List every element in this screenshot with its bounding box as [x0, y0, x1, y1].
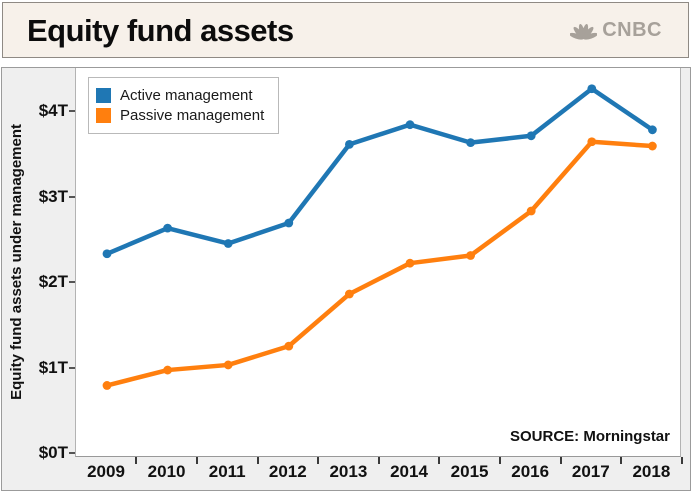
data-point	[345, 289, 354, 299]
y-tick-mark	[69, 110, 75, 112]
source-note: SOURCE: Morningstar	[509, 428, 670, 445]
y-tick-label: $4T	[38, 101, 68, 120]
x-tick-label: 2010	[147, 462, 186, 481]
x-tick-mark	[559, 457, 562, 464]
y-tick-mark	[69, 366, 75, 369]
x-tick-mark	[498, 457, 501, 464]
data-point	[466, 251, 475, 260]
data-point	[526, 131, 536, 141]
legend-swatch-icon	[96, 108, 111, 123]
cnbc-logo-text: CNBC	[602, 19, 662, 41]
data-point	[163, 223, 172, 233]
data-point	[648, 125, 657, 135]
plot-area: Active management Passive management SOUR…	[75, 68, 681, 457]
y-axis-title: Equity fund assets under management	[4, 68, 28, 456]
x-tick-mark	[195, 457, 198, 464]
data-point	[284, 218, 294, 228]
y-tick-label: $0T	[38, 443, 68, 462]
y-tick-mark	[69, 452, 75, 454]
x-tick-mark	[438, 457, 441, 464]
x-tick-mark	[135, 457, 138, 464]
x-tick-label: 2014	[390, 462, 428, 481]
data-point	[526, 206, 536, 216]
data-point	[163, 365, 172, 375]
data-point	[223, 360, 233, 370]
x-tick-label: 2009	[87, 462, 125, 481]
cnbc-logo: CNBC	[570, 19, 662, 42]
x-tick-mark	[680, 457, 683, 464]
data-point	[345, 139, 354, 149]
data-point	[466, 138, 475, 148]
data-point	[405, 258, 415, 268]
legend-item: Passive management	[96, 107, 264, 124]
y-tick-mark	[69, 195, 75, 198]
y-tick-label: $3T	[38, 186, 68, 206]
x-tick-mark	[620, 457, 623, 464]
x-tick-label: 2016	[511, 462, 550, 481]
x-tick-label: 2012	[268, 462, 307, 481]
legend-item: Active management	[96, 87, 264, 104]
x-tick-label: 2017	[571, 462, 610, 481]
data-point	[102, 249, 112, 259]
legend-label: Active management	[120, 87, 253, 104]
data-point	[405, 120, 415, 130]
page-title: Equity fund assets	[27, 13, 294, 48]
data-point	[587, 137, 597, 147]
line-series-canvas	[102, 84, 657, 390]
data-point	[587, 84, 597, 94]
x-tick-mark	[377, 457, 380, 464]
data-point	[223, 239, 233, 248]
legend: Active management Passive management	[88, 77, 280, 134]
x-tick-label: 2018	[632, 462, 671, 481]
legend-swatch-icon	[96, 88, 111, 103]
data-point	[102, 381, 112, 390]
x-tick-label: 2011	[208, 462, 246, 481]
series-line	[104, 139, 655, 388]
peacock-icon	[570, 23, 598, 40]
y-tick-mark	[69, 281, 75, 283]
chart-figure: Equity fund assets under management $0T $…	[1, 67, 691, 491]
data-point	[648, 141, 657, 151]
x-tick-label: 2015	[450, 462, 489, 481]
x-tick-label: 2013	[329, 462, 368, 481]
chart-header: Equity fund assets CNBC	[2, 2, 689, 58]
y-tick-label: $1T	[38, 357, 68, 377]
series-line	[104, 86, 655, 257]
x-tick-mark	[256, 457, 259, 464]
x-tick-mark	[317, 457, 320, 464]
y-tick-label: $2T	[38, 272, 68, 291]
legend-label: Passive management	[120, 107, 265, 124]
data-point	[284, 341, 294, 351]
